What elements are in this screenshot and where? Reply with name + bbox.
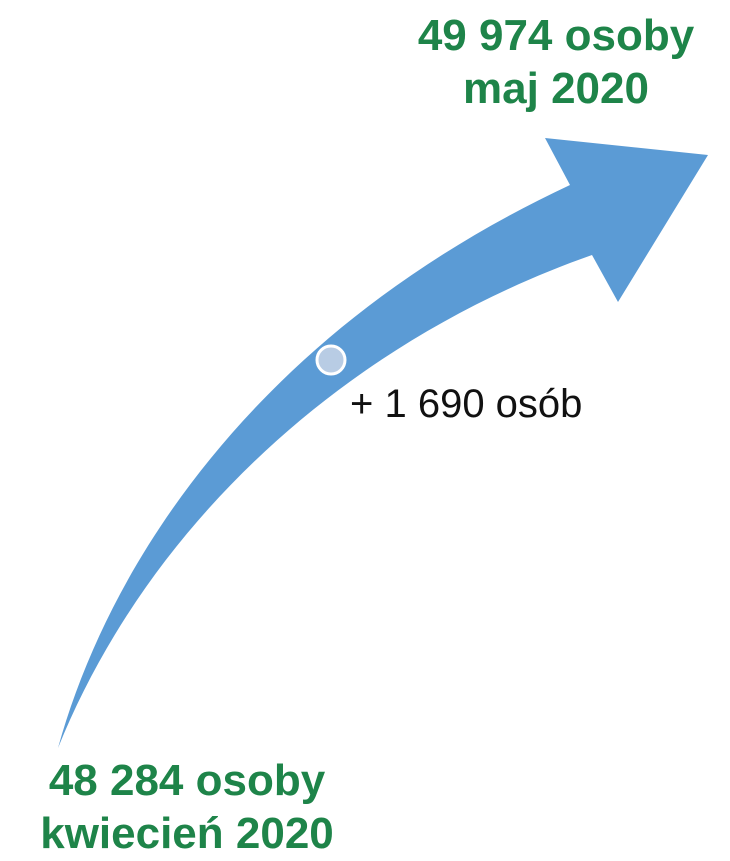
start-value-label: 48 284 osoby kwiecień 2020 bbox=[22, 755, 352, 861]
change-label: + 1 690 osób bbox=[350, 382, 582, 427]
growth-arrow bbox=[58, 138, 708, 748]
end-period: maj 2020 bbox=[396, 63, 716, 116]
end-value: 49 974 osoby bbox=[396, 10, 716, 63]
midpoint-marker bbox=[317, 346, 345, 374]
end-value-label: 49 974 osoby maj 2020 bbox=[396, 10, 716, 116]
start-value: 48 284 osoby bbox=[22, 755, 352, 808]
start-period: kwiecień 2020 bbox=[22, 808, 352, 861]
